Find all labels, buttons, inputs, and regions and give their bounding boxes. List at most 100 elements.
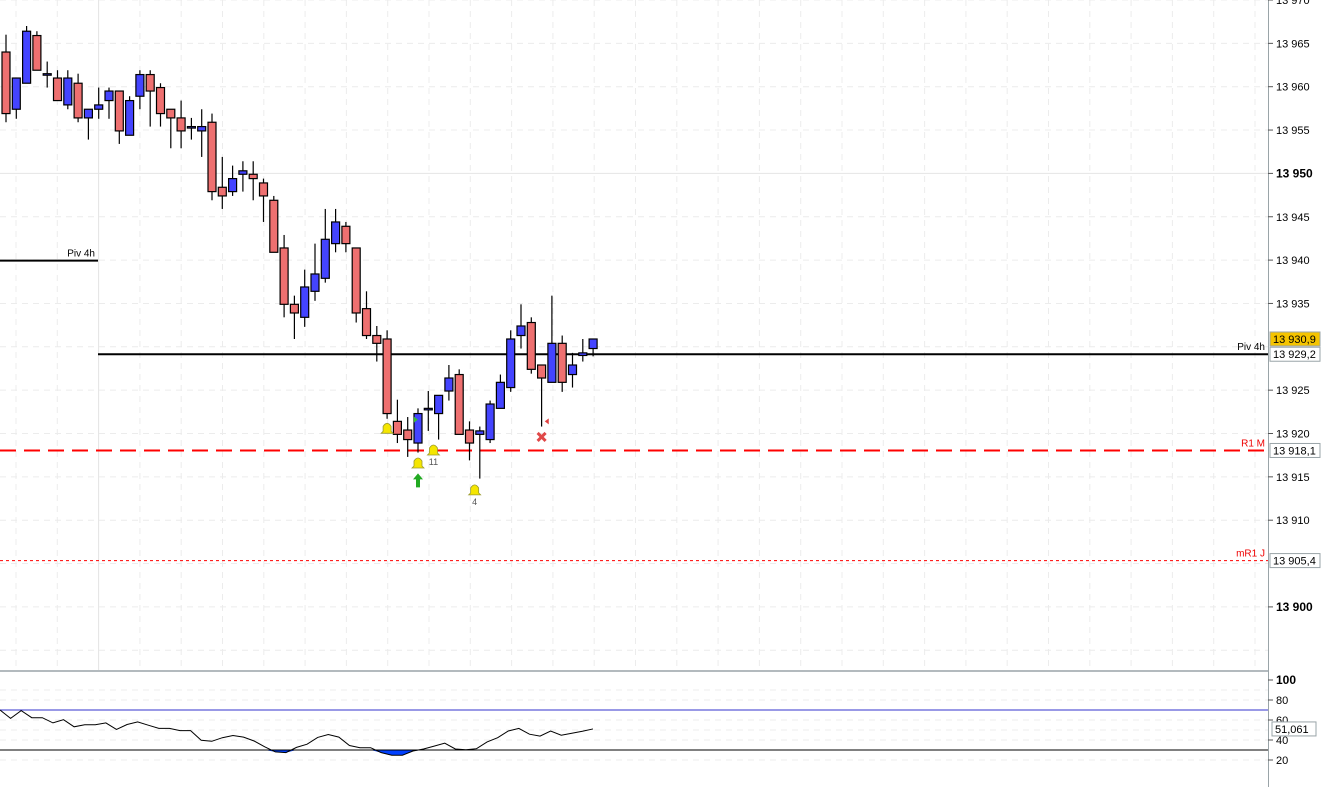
axis-label: 13 955 — [1276, 125, 1310, 137]
candle — [114, 90, 124, 144]
axis-label: 13 910 — [1276, 515, 1310, 527]
candle-body-bullish — [495, 381, 505, 409]
candle — [155, 83, 166, 127]
candle-body-bearish — [145, 73, 155, 92]
candle-body-bullish — [475, 430, 485, 435]
candle-body-bearish — [351, 247, 361, 314]
candle — [403, 417, 413, 457]
candle — [11, 77, 21, 119]
candle-body-bullish — [331, 221, 341, 245]
candle-body-bearish — [207, 121, 217, 193]
candle-body-bullish — [104, 90, 114, 102]
level-price-label: 13 929,2 — [1273, 349, 1316, 361]
candle — [32, 31, 42, 71]
axis-label: 13 900 — [1276, 600, 1313, 614]
candle-body-bullish — [506, 338, 516, 389]
candle-body-bullish — [238, 170, 248, 175]
bell-shape — [411, 457, 425, 469]
osc-axis-label: 20 — [1276, 755, 1288, 767]
candle — [63, 70, 73, 110]
candle-body-bearish — [52, 77, 63, 102]
candle-body-bullish — [186, 125, 196, 129]
axis-label: 13 940 — [1276, 255, 1310, 267]
candle-body-bearish — [114, 90, 124, 132]
candle-body-bullish — [444, 377, 454, 392]
osc-axis-label: 80 — [1276, 695, 1288, 707]
oversold-fill — [0, 750, 593, 756]
last-price-box — [1269, 331, 1321, 347]
bell-count: 4 — [472, 497, 477, 507]
bell-shape — [426, 444, 441, 456]
candle-body-bullish — [578, 352, 588, 357]
level-price-box — [1269, 553, 1321, 569]
candle — [73, 73, 83, 123]
candle — [331, 208, 341, 253]
candle — [258, 178, 269, 222]
candle — [506, 330, 516, 392]
level-label: Piv 4h — [67, 249, 95, 260]
candle-body-bearish — [176, 117, 186, 132]
candle — [392, 399, 402, 444]
candle — [310, 243, 320, 301]
candle-body-bullish — [135, 73, 145, 97]
bell-count: 11 — [429, 457, 438, 467]
candle-body-bullish — [310, 273, 320, 292]
candle-body-bullish — [124, 99, 135, 136]
bell-icon — [467, 484, 482, 496]
candle — [578, 338, 588, 362]
axis-label: 13 935 — [1276, 298, 1310, 310]
candle-body-bullish — [300, 286, 310, 318]
candle-body-bullish — [63, 77, 73, 106]
candle-body-bearish — [289, 303, 299, 314]
candle — [52, 70, 63, 102]
level-label: mR1 J — [1236, 549, 1265, 560]
candle-body-bullish — [567, 364, 578, 376]
axis-label: 13 960 — [1276, 82, 1310, 94]
candle-body-bearish — [1, 51, 11, 115]
candle-body-bearish — [464, 429, 475, 444]
candle — [186, 117, 196, 140]
candle-body-bearish — [217, 186, 227, 197]
candle-body-bearish — [269, 199, 279, 253]
candle — [351, 247, 361, 323]
oscillator-pane — [0, 689, 1268, 761]
candle-body-bearish — [372, 334, 382, 344]
candle-body-bearish — [403, 429, 413, 441]
candle — [341, 221, 351, 253]
candle — [567, 352, 578, 388]
candle — [557, 335, 567, 392]
candle — [94, 87, 104, 119]
candle-body-bearish — [341, 225, 351, 245]
candle — [135, 70, 145, 110]
candle — [22, 26, 32, 84]
candle — [547, 295, 557, 383]
grid — [0, 0, 1268, 670]
candle-body-bearish — [32, 34, 42, 71]
axis-label: 13 970 — [1276, 0, 1310, 7]
flag-icon — [544, 418, 549, 425]
flag-icon — [413, 416, 418, 423]
candle-body-bearish — [248, 173, 258, 180]
candle — [485, 400, 495, 444]
candle — [434, 394, 444, 440]
candle — [536, 364, 547, 427]
candle-body-bearish — [557, 342, 567, 383]
alert-markers: 11 4 — [380, 416, 549, 507]
candle — [145, 70, 155, 127]
candle — [207, 113, 217, 201]
candle-body-bearish — [361, 308, 372, 337]
osc-value-box — [1271, 721, 1317, 737]
candle-body-bearish — [454, 373, 464, 435]
candle-body-bullish — [94, 104, 104, 110]
candle-body-bullish — [423, 407, 433, 411]
price-axis-bg[interactable] — [1268, 0, 1321, 787]
axis-label: 13 965 — [1276, 38, 1310, 50]
level-price-label: 13 905,4 — [1273, 556, 1316, 568]
price-axis[interactable]: 13 929,2 13 918,1 13 905,4 13 970 13 965 13 9… — [1268, 0, 1321, 614]
candle-body-bearish — [73, 82, 83, 119]
level-label: R1 M — [1241, 438, 1265, 449]
candle-body-bullish — [413, 412, 423, 444]
candle-body-bullish — [547, 342, 557, 383]
